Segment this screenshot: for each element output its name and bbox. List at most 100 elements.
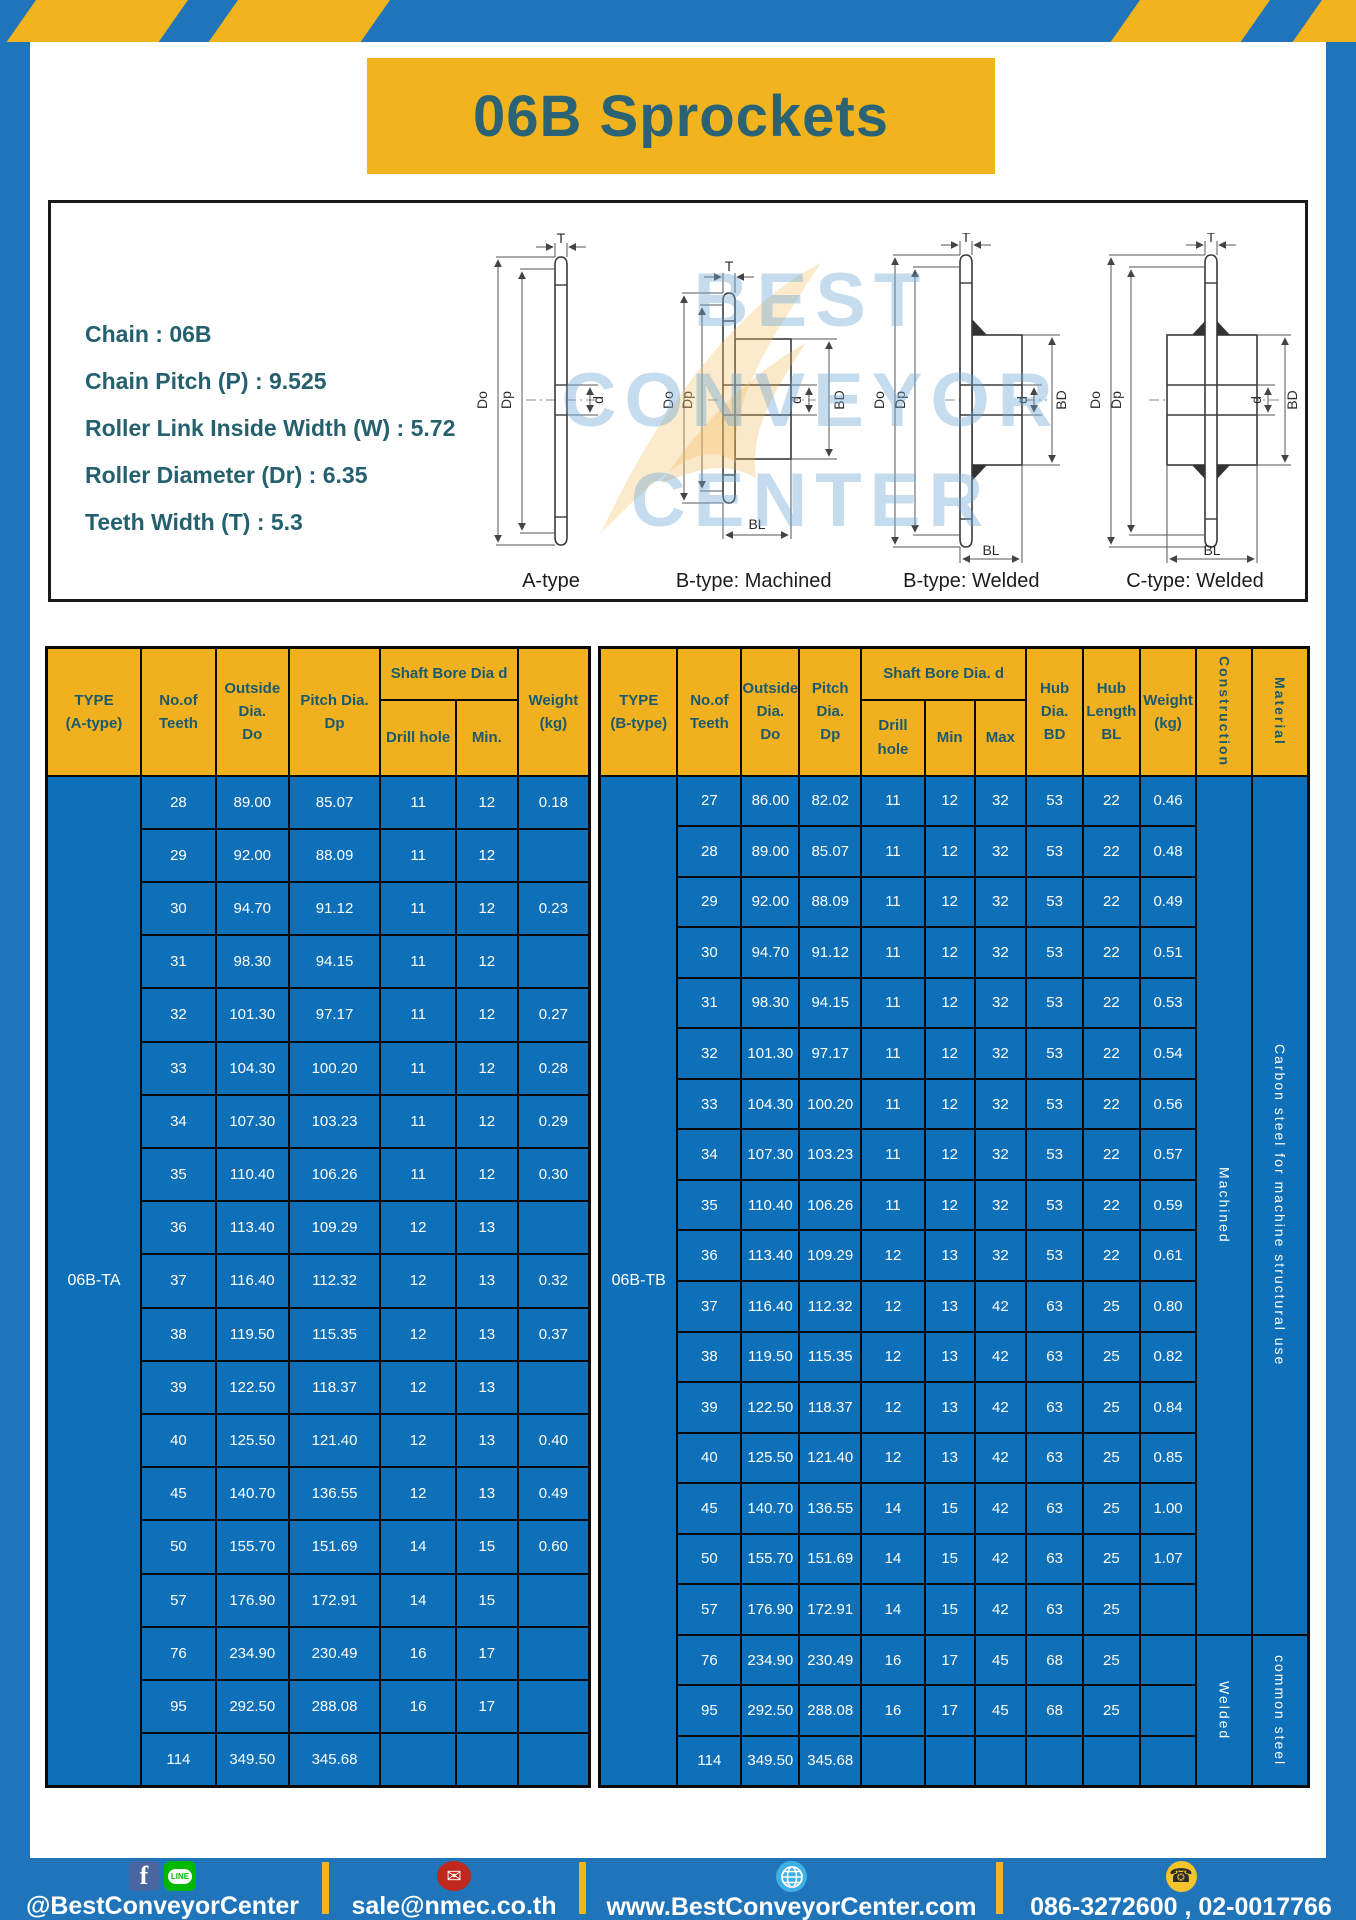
diagram-panel: Chain : 06B Chain Pitch (P) : 9.525 Roll… [48, 200, 1308, 602]
table-cell [454, 1732, 519, 1788]
table-cell: 113.40 [214, 1200, 290, 1256]
table-cell: 114 [676, 1734, 743, 1788]
top-stripe [1292, 0, 1356, 42]
table-cell: 53 [1025, 1027, 1084, 1080]
table-cell: 40 [676, 1431, 743, 1485]
table-cell [516, 1625, 591, 1681]
table-cell: 0.32 [516, 1253, 591, 1309]
type-cell: 06B-TA [45, 774, 142, 1788]
table-cell: 112.32 [798, 1279, 863, 1333]
table-cell: 32 [973, 875, 1028, 929]
dim-label-bl: BL [983, 542, 1000, 558]
table-cell: 37 [139, 1253, 217, 1309]
table-cell: 100.20 [798, 1077, 863, 1131]
header-pitch-dia-b: Pitch Dia. Dp [798, 646, 863, 777]
table-cell: 121.40 [287, 1412, 382, 1469]
table-cell: 92.00 [214, 827, 290, 883]
table-cell: 50 [676, 1532, 743, 1586]
table-cell: 292.50 [740, 1684, 801, 1737]
table-cell: 31 [139, 934, 217, 990]
dim-label-do: Do [474, 391, 490, 409]
table-cell: 11 [379, 987, 457, 1043]
spec-chain-pitch: Chain Pitch (P) : 9.525 [85, 368, 327, 394]
table-cell [516, 1359, 591, 1415]
table-cell: 176.90 [740, 1583, 801, 1636]
table-cell: 12 [379, 1306, 457, 1362]
table-cell: 42 [973, 1532, 1028, 1586]
table-cell: 89.00 [214, 774, 290, 830]
table-cell: 32 [676, 1027, 743, 1080]
footer-email: sale@nmec.co.th [351, 1892, 557, 1920]
table-cell: 13 [923, 1431, 976, 1485]
table-cell: 0.60 [516, 1519, 591, 1575]
top-stripe [1110, 0, 1270, 42]
table-cell: 45 [973, 1633, 1028, 1687]
table-cell: 94.15 [798, 976, 863, 1030]
table-cell [516, 1732, 591, 1788]
table-cell: 22 [1081, 926, 1141, 979]
table-cell: 0.61 [1138, 1229, 1198, 1282]
table-cell: 0.23 [516, 880, 591, 937]
sprocket-table-a: TYPE (A-type) No.of Teeth Outside Dia. D… [45, 646, 591, 1788]
table-cell: 40 [139, 1412, 217, 1469]
table-cell: 113.40 [740, 1229, 801, 1282]
table-cell: 22 [1081, 1178, 1141, 1232]
table-row: 35 110.40 106.26 11 12 0.30 [47, 1146, 591, 1203]
table-row: 57 176.90 172.91 14 15 [47, 1572, 591, 1628]
table-cell [379, 1732, 457, 1788]
table-cell: 13 [454, 1200, 519, 1256]
table-row: 45 140.70 136.55 12 13 0.49 [47, 1466, 591, 1522]
header-outside-dia-a: Outside Dia. Do [214, 646, 290, 777]
table-cell: 13 [923, 1279, 976, 1333]
table-cell: 0.28 [516, 1040, 591, 1096]
table-row: 30 94.70 91.12 11 12 0.23 [47, 880, 591, 937]
footer-phone: 086-3272600 , 02-0017766 [1030, 1893, 1332, 1920]
table-cell: 12 [860, 1229, 926, 1282]
table-cell: 13 [454, 1253, 519, 1309]
spec-teeth-width: Teeth Width (T) : 5.3 [85, 509, 303, 535]
table-cell: 16 [379, 1625, 457, 1681]
diagram-c-type-welded: Do Dp d BD T [1089, 233, 1301, 593]
table-cell: 119.50 [214, 1306, 290, 1362]
table-cell: 12 [379, 1200, 457, 1256]
table-a-header: TYPE (A-type) No.of Teeth Outside Dia. D… [45, 646, 591, 777]
table-row: 114 349.50 345.68 [600, 1734, 1309, 1788]
table-cell: 345.68 [798, 1734, 863, 1788]
table-cell [516, 1200, 591, 1256]
table-cell: 11 [860, 774, 926, 828]
table-cell: 33 [676, 1077, 743, 1131]
table-cell: 0.56 [1138, 1077, 1198, 1131]
table-cell [973, 1734, 1028, 1788]
table-cell: 288.08 [798, 1684, 863, 1737]
table-cell: 13 [923, 1229, 976, 1282]
table-row: 28 89.00 85.07 11 12 32 53 22 0.48 [600, 825, 1309, 878]
dim-label-dp: Dp [498, 391, 514, 409]
table-cell: 234.90 [214, 1625, 290, 1681]
table-row: 45 140.70 136.55 14 15 42 63 25 1.00 [600, 1482, 1309, 1535]
table-cell: 109.29 [798, 1229, 863, 1282]
table-cell: 11 [379, 880, 457, 937]
chain-specs: Chain : 06B Chain Pitch (P) : 9.525 Roll… [85, 311, 505, 546]
table-cell: 22 [1081, 1027, 1141, 1080]
table-row: 32 101.30 97.17 11 12 32 53 22 0.54 [600, 1027, 1309, 1080]
header-weight-a: Weight (kg) [516, 646, 591, 777]
table-cell: 57 [139, 1572, 217, 1628]
table-cell: 12 [923, 926, 976, 979]
table-cell: 155.70 [214, 1519, 290, 1575]
table-cell: 13 [454, 1306, 519, 1362]
table-cell: 0.49 [1138, 875, 1198, 929]
table-cell: 82.02 [798, 774, 863, 828]
table-cell: 17 [923, 1684, 976, 1737]
title-banner: 06B Sprockets [367, 58, 995, 174]
table-row: 50 155.70 151.69 14 15 42 63 25 1.07 [600, 1532, 1309, 1586]
globe-icon [776, 1861, 807, 1892]
table-cell: 12 [860, 1279, 926, 1333]
table-cell: 12 [860, 1330, 926, 1384]
table-cell: 12 [454, 1093, 519, 1149]
table-row: 34 107.30 103.23 11 12 0.29 [47, 1093, 591, 1149]
table-cell: 11 [379, 934, 457, 990]
dim-label-dp: Dp [1108, 391, 1124, 409]
table-cell [1081, 1734, 1141, 1788]
table-cell: 0.51 [1138, 926, 1198, 979]
table-b-type: TYPE (B-type) No.of Teeth Outside Dia. D… [598, 646, 1310, 1788]
